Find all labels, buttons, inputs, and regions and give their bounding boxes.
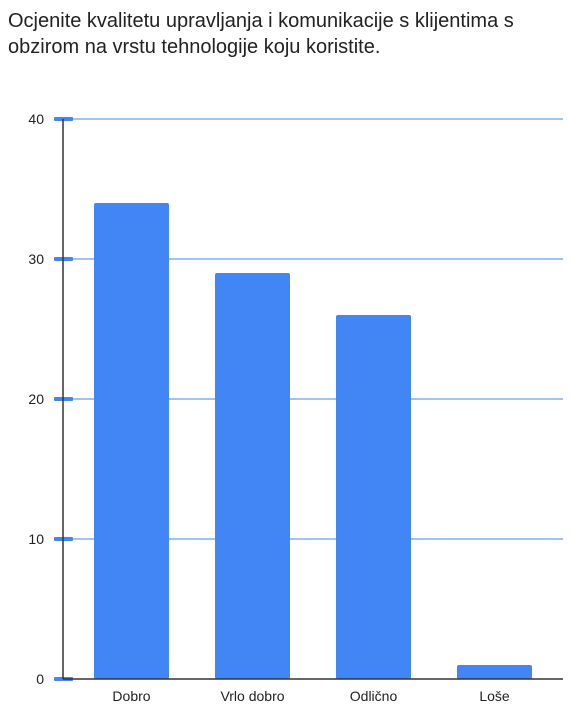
x-tick-label-0: Dobro: [112, 688, 150, 704]
y-tick-label-0: 0: [36, 671, 44, 687]
bar-vrlo-dobro: [215, 273, 290, 679]
y-tick-labels: 0 10 20 30 40: [28, 111, 44, 687]
bar-dobro: [94, 203, 169, 679]
x-tick-labels: Dobro Vrlo dobro Odlično Loše: [112, 688, 509, 704]
bar-odlično: [336, 315, 411, 679]
x-tick-label-2: Odlično: [350, 688, 398, 704]
y-tick-label-30: 30: [28, 251, 44, 267]
x-tick-label-3: Loše: [479, 688, 510, 704]
x-tick-label-1: Vrlo dobro: [220, 688, 284, 704]
y-tick-label-40: 40: [28, 111, 44, 127]
axes: [54, 117, 563, 681]
bars: [94, 203, 532, 679]
y-tick-label-10: 10: [28, 531, 44, 547]
bar-loše: [457, 665, 532, 679]
y-tick-label-20: 20: [28, 391, 44, 407]
chart-title: Ocjenite kvalitetu upravljanja i komunik…: [8, 10, 514, 58]
